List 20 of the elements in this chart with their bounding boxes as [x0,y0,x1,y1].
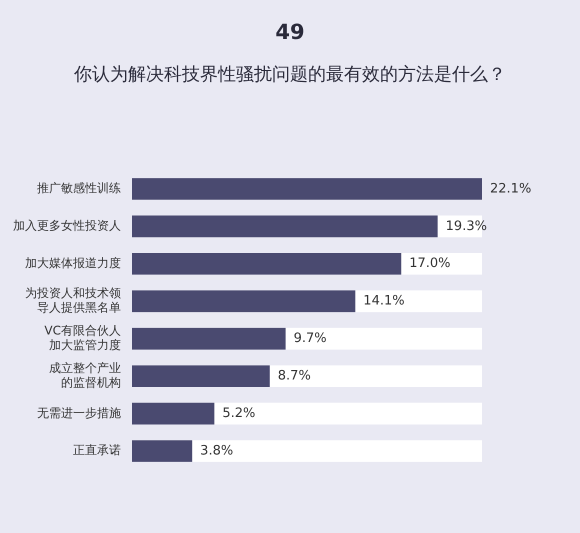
y-tick-label: 成立整个产业的监督机构 [49,361,121,390]
y-tick-label: 为投资人和技术领导人提供黑名单 [25,286,121,315]
chart-title: 49 [274,20,306,44]
data-label: 19.3% [446,218,487,234]
data-label: 17.0% [409,256,451,272]
y-tick-label: 无需进一步措施 [37,406,121,420]
chart-subtitle: 你认为解决科技界性骚扰问题的最有效的方法是什么？ [73,63,507,86]
y-tick-label: 加大媒体报道力度 [25,256,121,270]
data-label: 9.7% [294,331,327,346]
data-label: 8.7% [278,368,311,384]
data-label: 14.1% [363,294,405,309]
y-tick-label: 正直承诺 [73,443,121,458]
data-label: 5.2% [222,406,256,421]
bar [132,402,214,424]
bar [132,440,192,462]
y-tick-label: VC有限合伙人加大监管力度 [44,324,121,352]
y-tick-label: 推广敏感性训练 [37,181,121,196]
data-label: 3.8% [200,443,234,458]
y-tick-label: 加入更多女性投资人 [13,218,121,232]
data-label: 22.1% [490,181,532,196]
